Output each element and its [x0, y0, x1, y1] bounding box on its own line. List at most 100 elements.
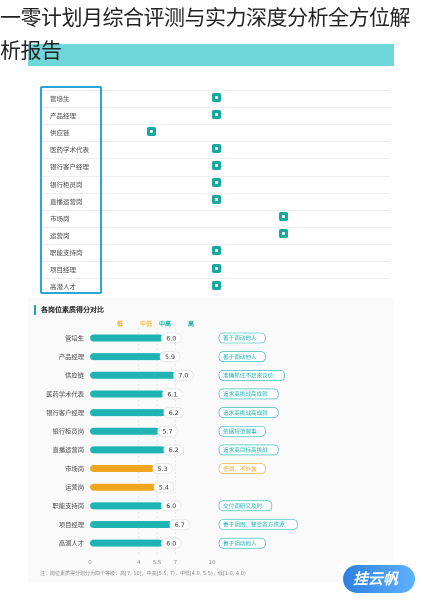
- trait-tag-text: 追求高目标高挑战: [223, 446, 268, 454]
- suitability-check-icon: [212, 195, 221, 205]
- suitability-check-icon: [212, 178, 221, 187]
- score-bar: [90, 539, 164, 547]
- suitability-check-icon: [212, 280, 221, 290]
- table-row-divider: [40, 107, 390, 109]
- trait-tag: [218, 351, 266, 362]
- table-row-divider: [40, 226, 390, 228]
- category-label: 供应链: [65, 371, 85, 380]
- section-title: 各岗位素质得分对比: [34, 305, 104, 315]
- category-label: 市场岗: [65, 464, 84, 473]
- title-highlight-band: [28, 44, 394, 66]
- x-tick-label: 10: [209, 560, 216, 566]
- cloud-icon: [343, 565, 415, 593]
- role-label: 运营岗: [50, 231, 70, 240]
- trait-tag-text: 追求高挑战高成就: [223, 390, 268, 398]
- role-label: 供应链: [50, 129, 70, 138]
- category-label: 医药学术代表: [46, 389, 84, 398]
- suitability-check-icon: [212, 109, 221, 119]
- x-tick-label: 5.5: [153, 560, 162, 566]
- trait-tag: [218, 425, 266, 437]
- table-row-divider: [40, 261, 390, 262]
- x-tick-label: 0: [88, 560, 92, 566]
- trait-tag-text: 善于调动他人: [223, 353, 257, 361]
- footnote: 注：岗位素质得分划分为四个等级：高[7, 10]，中高[5.5, 7)，中低[4…: [40, 571, 246, 577]
- legend-low: 低: [117, 321, 124, 328]
- role-label: 产品经理: [50, 112, 76, 121]
- data-label: 6.1: [167, 391, 177, 398]
- trait-tag: [218, 407, 279, 418]
- table-row-divider: [40, 192, 390, 194]
- score-comparison-card: [28, 298, 394, 582]
- data-label: 7.0: [178, 373, 188, 380]
- trait-tag-text: 善于调动他人: [223, 334, 257, 342]
- value-badge: [163, 407, 184, 418]
- trait-tag: [218, 388, 279, 400]
- table-row-divider: [40, 243, 390, 245]
- score-bar: [90, 521, 172, 528]
- suitability-check-icon: [212, 143, 221, 153]
- category-label: 银行柜员岗: [53, 427, 84, 436]
- page-title: 一零计划月综合评测与实力深度分析全方位解析报告: [0, 6, 411, 63]
- trait-tag: [218, 537, 266, 549]
- suitability-check-icon: [212, 160, 221, 170]
- data-label: 6.2: [169, 410, 179, 417]
- trait-tag-text: 善于调动他人: [223, 539, 257, 547]
- table-row-divider: [40, 278, 390, 280]
- data-label: 6.0: [166, 335, 176, 342]
- category-label: 直播运营岗: [53, 445, 84, 454]
- table-row-divider: [40, 209, 390, 211]
- score-bar: [90, 353, 162, 361]
- trait-tag-text: 交付调研又及时: [223, 502, 263, 510]
- suitability-check-icon: [212, 263, 221, 273]
- value-badge: [169, 519, 191, 530]
- trait-tag-text: 依据规范做事: [223, 427, 257, 435]
- table-row-divider: [40, 175, 390, 177]
- data-label: 5.3: [158, 466, 168, 473]
- data-label: 5.7: [163, 429, 173, 436]
- x-tick-label: 4: [137, 560, 141, 566]
- score-bar: [90, 427, 160, 435]
- score-bar: [90, 371, 176, 379]
- role-label: 医药学术代表: [50, 146, 89, 155]
- legend-mid-high: 中高: [159, 321, 172, 328]
- suitability-check-icon: [147, 126, 156, 136]
- x-tick-label: 7: [174, 560, 178, 566]
- data-label: 5.9: [165, 354, 175, 361]
- table-row-divider: [40, 141, 390, 143]
- trait-tag-text: 准确抓住不足来议价: [223, 372, 274, 380]
- trait-tag: [218, 332, 266, 344]
- watermark-text: 挂云帆: [353, 570, 399, 588]
- value-badge: [153, 481, 175, 493]
- legend-mid-low: 中低: [140, 321, 153, 328]
- role-label: 银行柜员岗: [50, 180, 83, 189]
- category-label: 银行客户经理: [46, 408, 84, 417]
- trait-tag: [218, 463, 266, 474]
- trait-tag-text: 追求高挑战高成就: [223, 409, 268, 417]
- value-badge: [173, 369, 194, 381]
- role-suitability-table: [28, 66, 394, 294]
- data-label: 6.7: [175, 522, 185, 529]
- trait-tag-text: 善于调用、整合各方资源: [223, 521, 285, 529]
- data-label: 6.0: [166, 540, 176, 547]
- category-label: 职能支持岗: [53, 501, 84, 510]
- data-label: 5.4: [159, 485, 169, 492]
- trait-tag: [218, 369, 285, 381]
- suitability-check-icon: [212, 92, 221, 102]
- category-label: 运营岗: [65, 483, 84, 492]
- category-label: 产品经理: [59, 352, 85, 361]
- score-bar: [90, 334, 164, 342]
- category-label: 高潜人才: [59, 538, 84, 547]
- role-label: 管培生: [50, 95, 70, 103]
- suitability-check-icon: [279, 212, 288, 222]
- trait-tag: [218, 444, 279, 456]
- value-badge: [162, 388, 183, 400]
- trait-tag: [218, 500, 273, 512]
- score-bar: [90, 483, 156, 491]
- score-bar: [90, 390, 165, 398]
- role-label: 职能支持岗: [50, 248, 83, 257]
- value-badge: [160, 537, 182, 549]
- value-badge: [152, 463, 173, 474]
- role-label: 银行客户经理: [50, 163, 89, 172]
- data-label: 6.0: [166, 503, 176, 510]
